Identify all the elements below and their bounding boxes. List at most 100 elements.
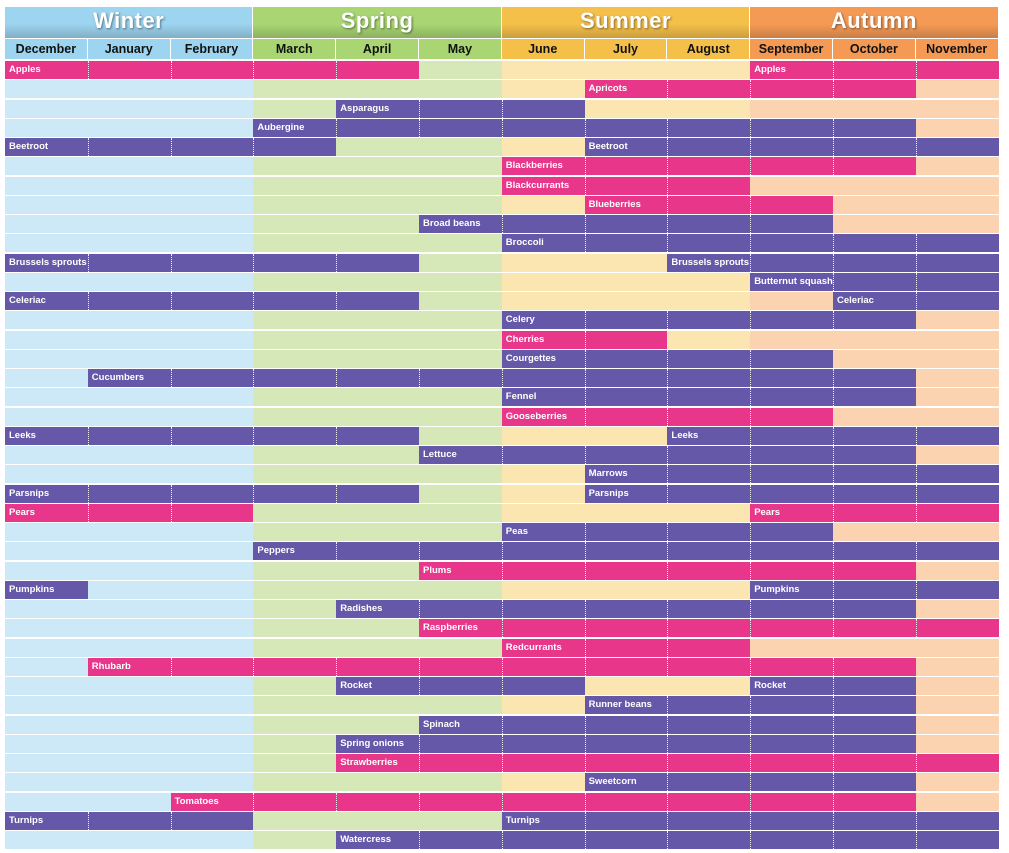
bar-vegetable xyxy=(336,734,916,753)
month-divider xyxy=(418,677,420,695)
month-cell xyxy=(5,734,88,753)
month-cell xyxy=(5,157,88,176)
month-divider xyxy=(750,773,752,792)
bar-vegetable xyxy=(336,677,585,695)
month-divider xyxy=(667,311,669,330)
month-cell xyxy=(336,80,419,99)
month-cell xyxy=(915,330,999,349)
month-divider xyxy=(750,195,752,214)
month-cell xyxy=(5,831,88,849)
month-cell xyxy=(253,811,337,830)
bar-label: Runner beans xyxy=(588,699,652,711)
month-cell xyxy=(336,407,419,426)
month-divider xyxy=(418,118,420,137)
month-divider xyxy=(584,600,586,618)
bar-vegetable xyxy=(501,388,916,407)
month-cell xyxy=(501,61,585,79)
month-divider xyxy=(750,369,752,387)
month-divider xyxy=(667,715,669,734)
month-cell xyxy=(501,580,585,599)
bar-vegetable xyxy=(87,369,916,387)
month-cell xyxy=(336,561,419,580)
month-cell xyxy=(253,696,337,715)
month-divider xyxy=(501,831,503,849)
month-divider xyxy=(87,61,89,79)
bar-label: Strawberries xyxy=(340,757,398,768)
month-divider xyxy=(750,792,752,811)
month-cell xyxy=(419,311,502,330)
month-divider xyxy=(501,734,503,753)
month-divider xyxy=(833,715,834,734)
month-divider xyxy=(667,138,669,156)
month-cell xyxy=(419,638,502,657)
bar-fruit xyxy=(170,792,916,811)
month-cell xyxy=(501,465,585,484)
month-divider xyxy=(667,523,669,541)
bar-vegetable xyxy=(750,677,916,695)
season-banner: Winter xyxy=(5,7,253,38)
month-cell xyxy=(833,195,916,214)
month-cell xyxy=(170,446,254,464)
month-cell xyxy=(253,561,337,580)
bar-label: Watercress xyxy=(340,834,392,845)
month-cell xyxy=(833,638,916,657)
month-divider xyxy=(750,754,752,772)
bar-fruit xyxy=(501,638,751,657)
month-cell xyxy=(170,465,254,484)
month-cell xyxy=(87,157,171,176)
month-cell xyxy=(336,503,419,522)
bar-label: Peppers xyxy=(257,545,295,557)
month-cell xyxy=(253,349,337,368)
month-cell xyxy=(750,176,833,195)
month-cell xyxy=(170,831,254,849)
bar-label: Gooseberries xyxy=(505,410,568,422)
month-cell xyxy=(253,580,337,599)
month-cell xyxy=(170,176,254,195)
month-cell xyxy=(336,811,419,830)
month-cell xyxy=(584,272,668,291)
month-header: August xyxy=(667,39,750,59)
month-cell xyxy=(419,484,502,503)
month-cell xyxy=(833,349,916,368)
bar-label: Leeks xyxy=(9,429,36,441)
month-divider xyxy=(832,138,834,156)
month-cell xyxy=(87,561,171,580)
month-cell xyxy=(5,465,88,484)
bar-fruit xyxy=(584,195,833,214)
month-divider xyxy=(336,61,338,79)
month-cell xyxy=(419,773,502,792)
month-cell xyxy=(87,349,171,368)
month-cell xyxy=(253,407,337,426)
month-divider xyxy=(832,426,834,445)
month-cell xyxy=(336,446,419,464)
month-cell xyxy=(419,138,502,156)
month-divider xyxy=(915,619,917,638)
bar-label: Rocket xyxy=(340,680,372,691)
month-cell xyxy=(915,195,999,214)
month-divider xyxy=(501,600,503,618)
bar-label: Beetroot xyxy=(9,141,49,152)
month-cell xyxy=(5,118,88,137)
month-divider xyxy=(832,792,834,811)
month-cell xyxy=(5,523,88,541)
month-cell xyxy=(253,99,337,118)
month-divider xyxy=(501,715,503,734)
month-cell xyxy=(501,253,585,272)
month-cell xyxy=(336,523,419,541)
month-divider xyxy=(667,696,669,715)
month-cell xyxy=(501,292,585,310)
month-cell xyxy=(667,580,751,599)
month-cell xyxy=(253,272,337,291)
month-cell xyxy=(667,272,751,291)
month-cell xyxy=(170,195,254,214)
month-cell xyxy=(253,311,337,330)
month-cell xyxy=(170,677,254,695)
month-cell xyxy=(170,157,254,176)
month-divider xyxy=(253,292,255,310)
bar-fruit xyxy=(419,619,999,638)
month-cell xyxy=(87,677,171,695)
month-divider xyxy=(750,600,752,618)
month-cell xyxy=(170,99,254,118)
bar-label: Broccoli xyxy=(505,237,544,249)
month-divider xyxy=(584,523,586,541)
